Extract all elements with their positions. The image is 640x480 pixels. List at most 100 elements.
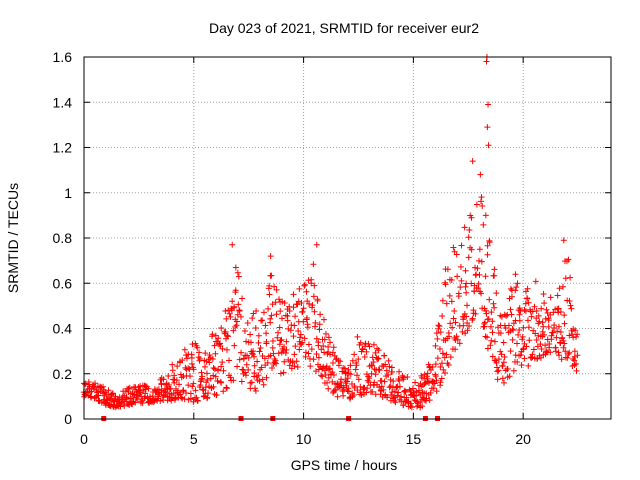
data-point <box>227 313 234 320</box>
data-point <box>215 367 222 374</box>
data-point <box>269 344 276 351</box>
data-point <box>382 361 389 368</box>
data-point <box>515 331 522 338</box>
data-point <box>134 396 141 403</box>
data-point <box>567 302 574 309</box>
data-point <box>465 254 472 261</box>
data-point <box>234 363 241 370</box>
data-point <box>389 368 396 375</box>
data-point <box>443 351 450 358</box>
data-point <box>187 395 194 402</box>
data-point <box>466 323 473 330</box>
data-point <box>434 335 441 342</box>
data-point <box>424 375 431 382</box>
data-point <box>290 333 297 340</box>
data-point <box>541 331 548 338</box>
data-point <box>561 340 568 347</box>
data-point <box>470 307 477 314</box>
data-point <box>249 315 256 322</box>
data-point <box>121 402 128 409</box>
data-point <box>347 371 354 378</box>
data-point <box>487 323 494 330</box>
data-point <box>540 291 547 298</box>
data-point <box>555 323 562 330</box>
data-point <box>310 261 317 268</box>
data-point <box>521 355 528 362</box>
data-point <box>277 308 284 315</box>
data-point <box>381 378 388 385</box>
data-point <box>560 337 567 344</box>
data-point <box>222 328 229 335</box>
data-point <box>548 336 555 343</box>
data-point <box>207 375 214 382</box>
data-point <box>238 378 245 385</box>
data-point <box>299 339 306 346</box>
data-point <box>436 345 443 352</box>
data-point <box>281 299 288 306</box>
data-point <box>372 349 379 356</box>
data-point <box>438 375 445 382</box>
data-point <box>126 384 133 391</box>
data-point <box>555 349 562 356</box>
data-point <box>508 311 515 318</box>
data-point <box>447 354 454 361</box>
data-point <box>117 403 124 410</box>
data-point <box>324 379 331 386</box>
data-point <box>482 333 489 340</box>
data-point <box>492 357 499 364</box>
data-point <box>301 335 308 342</box>
data-point <box>289 359 296 366</box>
data-point <box>361 354 368 361</box>
data-point <box>503 312 510 319</box>
data-point <box>137 386 144 393</box>
data-point <box>391 388 398 395</box>
data-point <box>573 333 580 340</box>
data-point <box>265 305 272 312</box>
data-point <box>235 301 242 308</box>
data-point <box>260 309 267 316</box>
data-point <box>525 362 532 369</box>
data-point <box>565 350 572 357</box>
data-point <box>269 338 276 345</box>
data-point <box>230 377 237 384</box>
data-point <box>571 348 578 355</box>
data-point <box>523 343 530 350</box>
data-point <box>507 285 514 292</box>
data-point <box>202 350 209 357</box>
data-point <box>525 299 532 306</box>
data-point <box>559 334 566 341</box>
data-point <box>185 382 192 389</box>
data-point <box>321 336 328 343</box>
data-point <box>482 212 489 219</box>
data-point <box>490 300 497 307</box>
data-point <box>429 363 436 370</box>
data-point <box>240 355 247 362</box>
data-point <box>353 372 360 379</box>
data-point <box>489 329 496 336</box>
data-point <box>477 198 484 205</box>
data-point <box>480 221 487 228</box>
data-point <box>321 367 328 374</box>
data-point <box>211 342 218 349</box>
data-point <box>557 308 564 315</box>
data-point <box>462 330 469 337</box>
data-point <box>87 393 94 400</box>
data-point <box>454 273 461 280</box>
data-point <box>556 285 563 292</box>
data-point <box>561 320 568 327</box>
data-point <box>344 387 351 394</box>
data-point <box>419 403 426 410</box>
data-point <box>473 201 480 208</box>
data-point <box>181 396 188 403</box>
data-point <box>243 361 250 368</box>
data-point <box>450 244 457 251</box>
data-point <box>214 378 221 385</box>
data-point <box>517 307 524 314</box>
data-point <box>436 323 443 330</box>
data-point <box>408 404 415 411</box>
data-point <box>123 394 130 401</box>
data-point <box>204 394 211 401</box>
data-point <box>85 379 92 386</box>
data-point <box>485 101 492 108</box>
data-point <box>334 393 341 400</box>
